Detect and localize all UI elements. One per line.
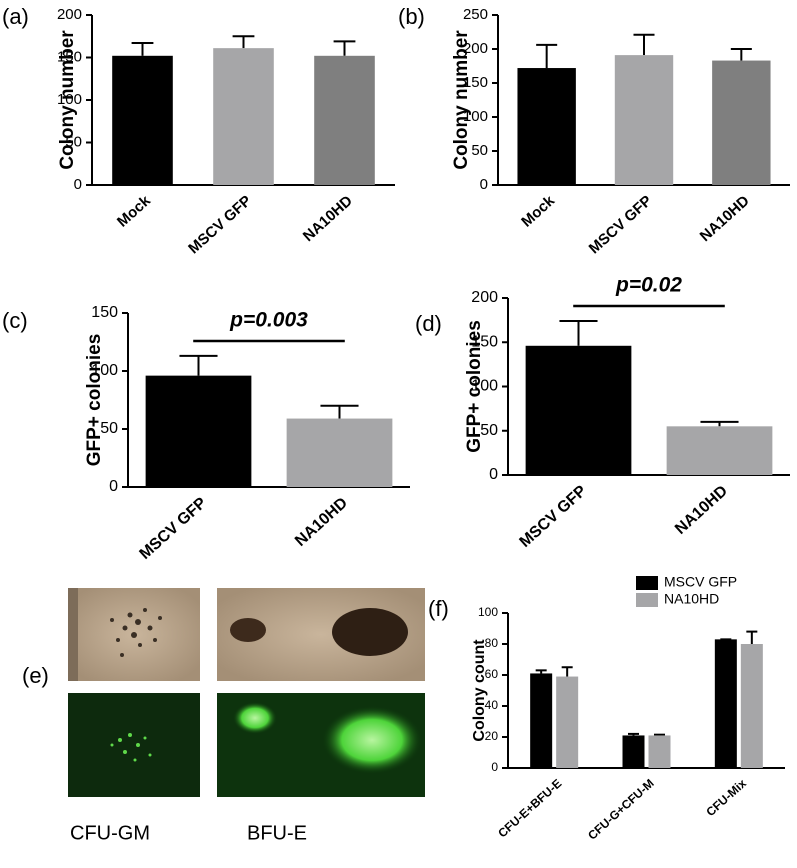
y-tick-label: 40 <box>485 698 499 712</box>
bar <box>614 55 674 186</box>
micrographs <box>68 588 425 797</box>
bar <box>530 673 553 768</box>
y-tick-label: 50 <box>100 420 118 437</box>
annotation: p=0.02 <box>615 274 682 297</box>
bar <box>648 735 671 768</box>
y-tick-label: 50 <box>480 422 498 439</box>
cells <box>110 608 162 657</box>
y-axis-title: Colony number <box>451 30 472 170</box>
x-tick-label: Mock <box>518 192 558 231</box>
y-tick-label: 250 <box>463 6 488 23</box>
y-tick-label: 200 <box>463 40 488 57</box>
image-edge <box>68 588 78 681</box>
bar <box>213 48 274 186</box>
bar <box>517 68 576 185</box>
panel-label: (b) <box>398 4 425 29</box>
panel-label: (c) <box>2 308 28 333</box>
bar <box>556 676 579 768</box>
colony-dark <box>332 608 408 656</box>
y-tick-label: 200 <box>57 6 82 23</box>
colony-dark <box>230 618 266 642</box>
bar <box>740 644 763 768</box>
y-tick-label: 150 <box>471 333 498 350</box>
bar <box>714 639 737 768</box>
colony-green <box>233 702 277 734</box>
image-caption: CFU-GM <box>70 822 150 844</box>
bar <box>112 55 173 185</box>
x-tick-label: NA10HD <box>697 192 753 245</box>
panel-label: (e) <box>22 663 49 688</box>
bar <box>145 375 252 487</box>
image-caption: BFU-E <box>247 822 307 844</box>
y-tick-label: 0 <box>480 176 488 193</box>
y-tick-label: 100 <box>478 605 498 619</box>
fluor-cells <box>110 733 152 762</box>
y-tick-label: 100 <box>57 91 82 108</box>
panel-label: (a) <box>2 4 29 29</box>
y-tick-label: 0 <box>74 176 82 193</box>
y-tick-label: 100 <box>91 362 118 379</box>
y-axis-title: GFP+ colonies <box>84 334 105 467</box>
y-tick-label: 20 <box>485 729 499 743</box>
x-tick-label: MSCV GFP <box>586 192 656 257</box>
x-tick-label: MSCV GFP <box>517 482 591 551</box>
y-tick-label: 0 <box>489 466 498 483</box>
x-tick-label: MSCV GFP <box>185 192 255 257</box>
y-tick-label: 100 <box>471 378 498 395</box>
bar <box>314 55 375 185</box>
y-axis-title: GFP+ colonies <box>464 320 485 453</box>
y-tick-label: 200 <box>471 289 498 306</box>
x-tick-label: CFU-E+BFU-E <box>495 776 564 840</box>
x-tick-label: Mock <box>114 192 154 231</box>
bar <box>622 735 645 768</box>
y-tick-label: 0 <box>491 760 498 774</box>
x-tick-label: NA10HD <box>672 482 731 537</box>
y-tick-label: 60 <box>485 667 499 681</box>
annotation: p=0.003 <box>229 309 308 332</box>
y-tick-label: 0 <box>109 478 118 495</box>
panel-label: (d) <box>415 311 442 336</box>
bar <box>666 426 773 475</box>
y-tick-label: 150 <box>463 74 488 91</box>
legend-label: MSCV GFP <box>664 574 737 590</box>
image-cfu-gm-fluor <box>68 693 200 797</box>
y-axis-title: Colony count <box>471 639 488 742</box>
bar <box>286 418 393 487</box>
y-axis-title: Colony number <box>57 30 78 170</box>
y-tick-label: 150 <box>57 48 82 65</box>
y-tick-label: 80 <box>485 636 499 650</box>
y-tick-label: 150 <box>91 304 118 321</box>
x-tick-label: CFU-G+CFU-M <box>585 776 657 842</box>
x-tick-label: MSCV GFP <box>137 494 211 563</box>
y-tick-label: 50 <box>471 142 488 159</box>
y-tick-label: 50 <box>65 133 82 150</box>
panel-label: (f) <box>428 596 449 621</box>
bar <box>712 60 771 186</box>
y-tick-label: 100 <box>463 108 488 125</box>
legend-swatch <box>636 576 658 590</box>
legend-swatch <box>636 593 658 607</box>
colony-green <box>322 706 422 774</box>
x-tick-label: NA10HD <box>300 192 356 245</box>
legend-label: NA10HD <box>664 591 719 607</box>
bar <box>525 345 632 475</box>
x-tick-label: NA10HD <box>292 494 351 549</box>
x-tick-label: CFU-Mix <box>703 776 749 819</box>
